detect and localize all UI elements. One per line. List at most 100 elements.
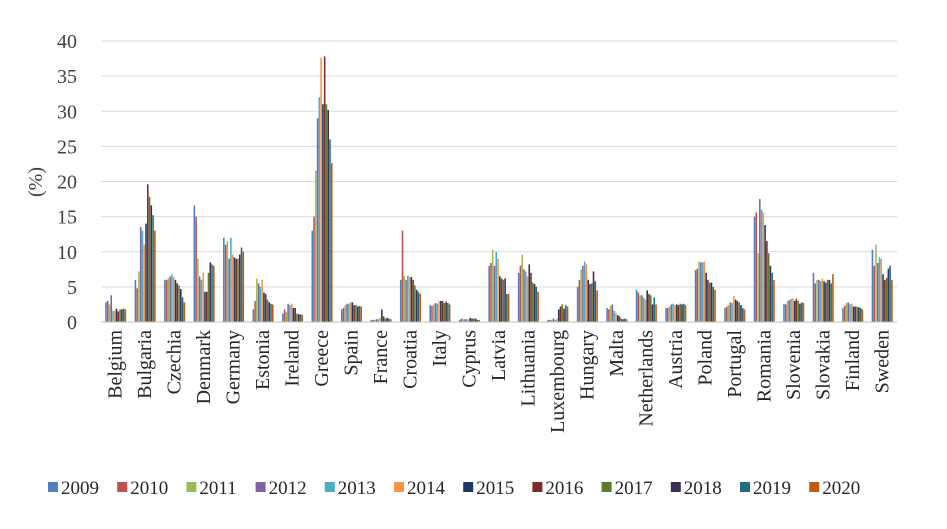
bar-spain-2011 [344,305,347,322]
bar-slovenia-2011 [786,300,789,322]
bar-malta-2009 [606,307,608,322]
bar-netherlands-2018 [651,304,654,322]
legend-swatch [601,482,612,492]
bar-italy-2020 [448,304,451,322]
bar-belgium-2013 [112,310,114,322]
bar-latvia-2019 [506,293,508,322]
bar-cyprus-2020 [478,319,480,322]
bar-latvia-2014 [497,258,499,322]
bar-bulgaria-2011 [138,271,140,322]
bar-belgium-2016 [117,311,120,322]
bar-denmark-2020 [213,265,215,322]
bar-estonia-2016 [264,293,267,322]
category-label: Germany [223,330,245,404]
bar-italy-2010 [431,305,433,322]
bar-lithuania-2013 [524,271,527,322]
y-tick-label: 40 [57,31,77,53]
bar-romania-2010 [755,212,758,322]
bar-slovakia-2019 [830,283,832,322]
bar-italy-2014 [438,300,440,322]
bar-netherlands-2014 [644,299,647,322]
bar-czechia-2016 [176,283,179,322]
legend-swatch [670,482,681,492]
bar-portugal-2009 [724,307,726,322]
category-label: Spain [341,330,363,376]
gridlines [101,40,897,288]
bar-belgium-2010 [106,300,109,322]
bar-spain-2015 [351,302,354,322]
bar-slovenia-2020 [802,303,805,322]
legend-label: 2017 [615,478,653,499]
bar-austria-2017 [679,303,681,322]
bar-austria-2012 [670,304,673,322]
bar-romania-2016 [766,241,768,322]
bar-france-2018 [386,317,388,322]
bar-luxembourg-2011 [550,319,553,322]
bar-greece-2010 [313,216,315,323]
bar-portugal-2020 [743,309,746,322]
bar-romania-2020 [773,279,775,322]
bar-germany-2017 [237,258,239,322]
bar-malta-2018 [622,319,624,322]
bar-france-2017 [384,318,387,322]
bar-romania-2012 [759,199,761,322]
bar-austria-2019 [682,303,685,322]
bar-belgium-2019 [122,308,125,322]
bar-austria-2016 [677,305,680,322]
bar-cyprus-2011 [462,319,465,322]
bar-greece-2015 [322,104,324,322]
legend-swatch [463,482,474,492]
bar-czechia-2017 [178,285,180,322]
bar-poland-2014 [703,261,706,322]
bar-france-2009 [370,319,373,322]
bar-finland-2013 [849,304,851,322]
legend-label: 2018 [684,478,722,499]
y-tick-label: 35 [57,66,77,88]
bar-estonia-2014 [261,279,263,322]
y-tick-label: 30 [57,101,77,123]
bar-sweden-2018 [887,268,890,322]
bar-romania-2014 [762,212,765,322]
bar-slovakia-2020 [832,274,834,322]
category-label: Austria [665,330,687,389]
bar-italy-2009 [429,305,431,322]
y-tick-label: 0 [67,312,77,334]
bar-malta-2016 [618,316,621,322]
bar-romania-2018 [769,265,772,322]
bar-finland-2020 [861,309,864,322]
bar-malta-2013 [613,310,615,322]
bar-slovenia-2010 [784,304,787,322]
bar-slovakia-2011 [816,279,818,322]
bar-finland-2019 [859,307,862,322]
bar-denmark-2014 [202,272,204,322]
category-label: France [370,330,392,385]
bar-greece-2014 [320,57,322,323]
bar-spain-2018 [356,306,359,322]
bar-malta-2020 [625,319,628,322]
bar-greece-2016 [323,56,326,323]
bar-finland-2012 [847,302,850,322]
bar-greece-2012 [316,118,319,322]
bar-czechia-2012 [169,276,171,322]
bar-cyprus-2016 [471,318,473,322]
bar-croatia-2012 [405,279,407,322]
bar-finland-2015 [852,306,855,322]
bar-denmark-2010 [195,216,197,323]
bar-lithuania-2019 [535,286,538,323]
bar-finland-2016 [854,306,857,322]
bar-italy-2019 [447,303,449,322]
bar-poland-2013 [701,262,704,322]
bar-sweden-2009 [871,249,874,322]
category-label: Cyprus [459,330,481,388]
bar-denmark-2018 [209,262,212,322]
bar-luxembourg-2009 [547,319,549,322]
bar-estonia-2011 [256,278,258,322]
bar-denmark-2012 [198,276,201,322]
bar-france-2020 [389,319,392,322]
bar-belgium-2011 [108,304,111,322]
bar-cyprus-2013 [465,319,468,322]
bar-sweden-2012 [876,262,879,322]
legend-label: 2009 [61,478,99,499]
bar-croatia-2015 [410,277,413,322]
bar-hungary-2014 [585,264,588,322]
